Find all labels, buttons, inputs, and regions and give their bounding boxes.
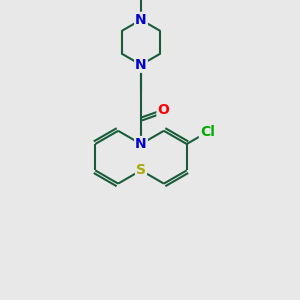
Text: N: N [135,137,147,151]
Text: Cl: Cl [200,125,215,139]
Text: S: S [136,164,146,177]
Text: N: N [135,58,147,72]
Text: N: N [135,13,147,27]
Text: O: O [158,103,169,117]
